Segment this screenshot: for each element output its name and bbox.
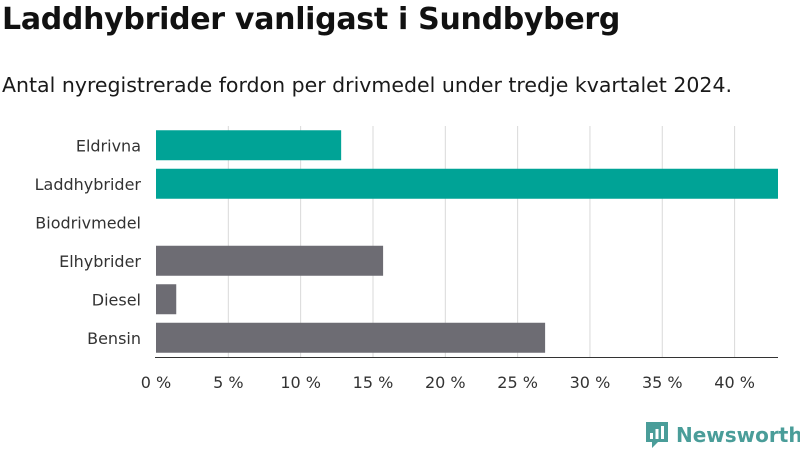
x-tick-label: 10 % bbox=[280, 373, 321, 392]
bars bbox=[156, 130, 778, 353]
newsworthy-logo-icon bbox=[646, 422, 668, 448]
x-tick-label: 40 % bbox=[714, 373, 755, 392]
x-tick-label: 25 % bbox=[497, 373, 538, 392]
bar bbox=[156, 322, 546, 353]
bar-chart: Eldrivna Laddhybrider Biodrivmedel Elhybrid… bbox=[35, 126, 778, 392]
category-label: Laddhybrider bbox=[35, 175, 142, 194]
brand-logo: Newsworthy bbox=[644, 420, 800, 450]
category-label: Diesel bbox=[92, 290, 141, 309]
tick-labels: 0 % 5 % 10 % 15 % 20 % 25 % 30 % 35 % 40 % bbox=[141, 373, 755, 392]
category-label: Bensin bbox=[87, 329, 141, 348]
category-labels: Eldrivna Laddhybrider Biodrivmedel Elhybrid… bbox=[35, 136, 142, 348]
x-tick-label: 20 % bbox=[425, 373, 466, 392]
brand-name: Newsworthy bbox=[676, 423, 800, 447]
x-tick-label: 0 % bbox=[141, 373, 171, 392]
bar bbox=[156, 130, 342, 161]
x-tick-label: 30 % bbox=[570, 373, 611, 392]
category-label: Elhybrider bbox=[59, 252, 141, 271]
x-tick-label: 5 % bbox=[213, 373, 243, 392]
x-tick-label: 15 % bbox=[353, 373, 394, 392]
bar bbox=[156, 284, 177, 315]
grid-lines bbox=[227, 126, 736, 357]
category-label: Biodrivmedel bbox=[35, 213, 141, 232]
chart-title: Laddhybrider vanligast i Sundbyberg bbox=[2, 2, 621, 37]
bar bbox=[156, 168, 778, 199]
category-label: Eldrivna bbox=[76, 136, 141, 155]
x-tick-label: 35 % bbox=[642, 373, 683, 392]
chart-subtitle: Antal nyregistrerade fordon per drivmede… bbox=[2, 73, 733, 97]
bar bbox=[156, 245, 384, 276]
